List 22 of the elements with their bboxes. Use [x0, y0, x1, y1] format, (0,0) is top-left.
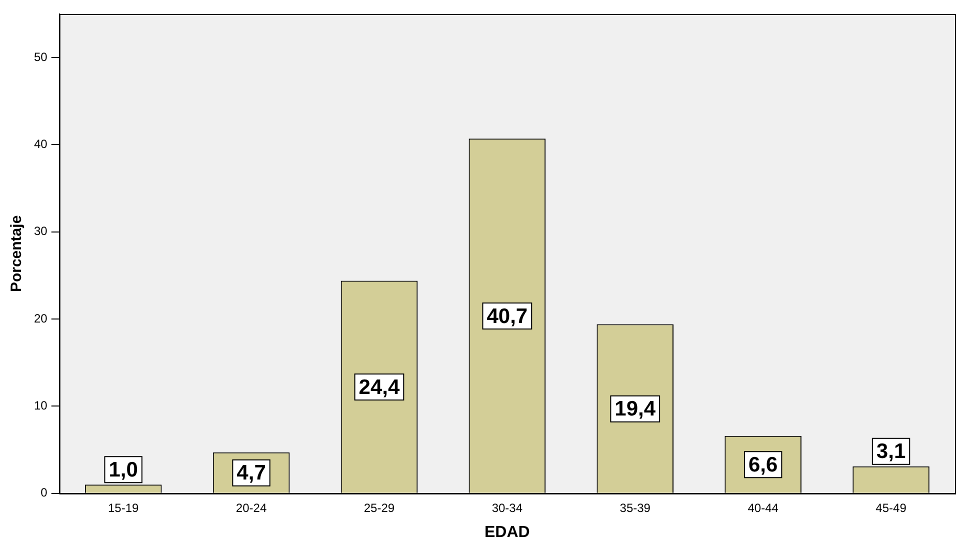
y-tick-label: 10 [34, 398, 48, 413]
x-tick-label: 40-44 [748, 500, 779, 515]
data-label: 4,7 [236, 462, 266, 485]
y-tick-label: 50 [34, 50, 48, 64]
data-label: 1,0 [108, 458, 138, 482]
y-axis-title: Porcentaje [8, 215, 26, 292]
y-tick-label: 20 [34, 311, 48, 326]
data-label: 3,1 [876, 440, 906, 464]
x-tick-label: 20-24 [236, 500, 267, 515]
x-tick-label: 25-29 [364, 500, 395, 515]
x-tick-label: 30-34 [492, 500, 523, 515]
data-label: 24,4 [358, 376, 400, 399]
x-tick-label: 35-39 [620, 500, 651, 515]
data-label: 40,7 [486, 304, 528, 328]
x-tick-label: 45-49 [876, 500, 907, 515]
x-axis-title: EDAD [484, 524, 530, 541]
x-tick-label: 15-19 [108, 500, 139, 515]
y-tick-label: 0 [40, 486, 48, 500]
data-label: 6,6 [748, 453, 778, 476]
data-label: 19,4 [614, 398, 656, 421]
y-tick-label: 40 [34, 137, 48, 152]
y-tick-label: 30 [34, 224, 48, 238]
